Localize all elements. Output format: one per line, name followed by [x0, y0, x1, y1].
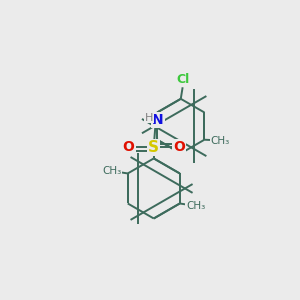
Text: N: N: [152, 113, 164, 127]
Text: O: O: [122, 140, 134, 154]
Text: CH₃: CH₃: [102, 166, 121, 176]
Text: CH₃: CH₃: [211, 136, 230, 146]
Text: O: O: [173, 140, 185, 154]
Text: CH₃: CH₃: [186, 201, 206, 211]
Text: Cl: Cl: [176, 73, 189, 86]
Text: S: S: [148, 140, 159, 155]
Text: H: H: [145, 112, 153, 122]
